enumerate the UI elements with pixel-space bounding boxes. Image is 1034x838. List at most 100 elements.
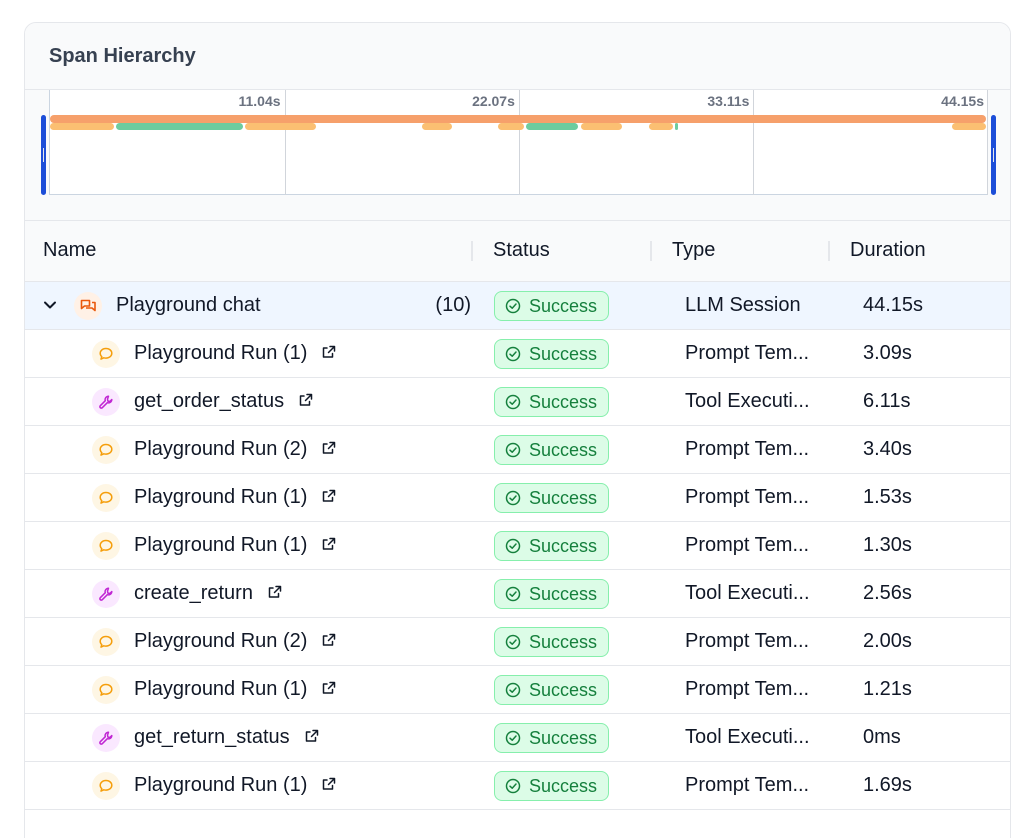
column-resize-handle[interactable] [650, 241, 652, 261]
span-name[interactable]: create_return [134, 582, 283, 605]
span-name[interactable]: get_return_status [134, 726, 320, 749]
span-name-text[interactable]: create_return [134, 582, 253, 604]
status-label: Success [529, 631, 598, 652]
timeline-span-bar[interactable] [649, 123, 673, 130]
span-name-text[interactable]: Playground Run (1) [134, 342, 308, 364]
span-row[interactable]: Playground Run (1) Success Prompt Tem... 1.… [25, 666, 1010, 714]
timeline-tick-line [518, 90, 520, 195]
span-name[interactable]: Playground Run (1) [134, 486, 337, 509]
span-name[interactable]: Playground Run (1) [134, 534, 337, 557]
span-type: Prompt Tem... [685, 342, 810, 364]
span-row[interactable]: Playground Run (1) Success Prompt Tem... 1.… [25, 522, 1010, 570]
span-name-text[interactable]: Playground Run (2) [134, 438, 308, 460]
external-link-icon[interactable] [304, 728, 320, 744]
span-row[interactable]: Playground Run (1) Success Prompt Tem... 3.… [25, 330, 1010, 378]
span-row-parent[interactable]: Playground chat (10) Success LLM Session… [25, 282, 1010, 330]
span-row[interactable]: Playground Run (2) Success Prompt Tem... 2.… [25, 618, 1010, 666]
status-badge: Success [494, 339, 609, 369]
external-link-icon[interactable] [321, 632, 337, 648]
span-type: LLM Session [685, 294, 801, 316]
span-name-text[interactable]: Playground Run (2) [134, 630, 308, 652]
span-name-text[interactable]: Playground Run (1) [134, 678, 308, 700]
timeline-range-handle-end[interactable] [991, 115, 996, 195]
status-badge: Success [494, 675, 609, 705]
external-link-icon[interactable] [267, 584, 283, 600]
check-circle-icon [505, 778, 521, 794]
status-badge: Success [494, 627, 609, 657]
column-resize-handle[interactable] [828, 241, 830, 261]
timeline-tick-label: 44.15s [941, 93, 984, 109]
external-link-icon[interactable] [321, 440, 337, 456]
timeline-span-bar[interactable] [50, 115, 986, 123]
timeline-span-bar[interactable] [581, 123, 622, 130]
span-name[interactable]: Playground Run (2) [134, 438, 337, 461]
status-badge: Success [494, 387, 609, 417]
timeline-range-handle-start[interactable] [41, 115, 46, 195]
check-circle-icon [505, 538, 521, 554]
timeline-span-bar[interactable] [245, 123, 316, 130]
status-badge: Success [494, 531, 609, 561]
span-name[interactable]: get_order_status [134, 390, 314, 413]
check-circle-icon [505, 586, 521, 602]
timeline-span-bar[interactable] [952, 123, 986, 130]
chat-bubble-icon [92, 484, 120, 512]
chat-bubble-icon [92, 436, 120, 464]
external-link-icon[interactable] [298, 392, 314, 408]
span-row[interactable]: Playground Run (1) Success Prompt Tem... 1.… [25, 474, 1010, 522]
timeline-tick-line [753, 90, 755, 195]
chevron-down-icon[interactable] [41, 296, 59, 314]
external-link-icon[interactable] [321, 344, 337, 360]
column-header-duration[interactable]: Duration [850, 239, 926, 261]
check-circle-icon [505, 682, 521, 698]
status-badge: Success [494, 579, 609, 609]
span-name[interactable]: Playground Run (1) [134, 774, 337, 797]
column-header-type[interactable]: Type [672, 239, 716, 261]
column-resize-handle[interactable] [471, 241, 473, 261]
span-type: Prompt Tem... [685, 534, 810, 556]
timeline-track[interactable]: 11.04s 22.07s 33.11s 44.15s [41, 90, 996, 195]
span-row[interactable]: Playground Run (1) Success Prompt Tem... 1.… [25, 762, 1010, 810]
external-link-icon[interactable] [321, 536, 337, 552]
column-header-name[interactable]: Name [43, 239, 97, 261]
span-row[interactable]: create_return Success Tool Executi... 2.56s [25, 570, 1010, 618]
timeline-span-bar[interactable] [525, 123, 579, 130]
status-label: Success [529, 583, 598, 604]
span-row[interactable]: Playground Run (2) Success Prompt Tem... 3.… [25, 426, 1010, 474]
child-count: (10) [435, 294, 471, 316]
check-circle-icon [505, 394, 521, 410]
column-header-status[interactable]: Status [493, 239, 550, 261]
span-name-text[interactable]: get_order_status [134, 390, 285, 412]
timeline[interactable]: 11.04s 22.07s 33.11s 44.15s [25, 90, 1010, 221]
chat-bubble-icon [92, 532, 120, 560]
external-link-icon[interactable] [321, 680, 337, 696]
span-name-text[interactable]: get_return_status [134, 726, 290, 748]
chat-session-icon [74, 292, 102, 320]
timeline-span-bar[interactable] [50, 123, 114, 130]
status-badge: Success [494, 723, 609, 753]
span-type: Prompt Tem... [685, 630, 810, 652]
external-link-icon[interactable] [321, 488, 337, 504]
timeline-span-bar[interactable] [115, 123, 244, 130]
span-name-text[interactable]: Playground Run (1) [134, 534, 308, 556]
span-hierarchy-panel: Span Hierarchy 11.04s 22.07s 33.11s 44.15s … [24, 22, 1011, 838]
check-circle-icon [505, 730, 521, 746]
span-name-text[interactable]: Playground Run (1) [134, 486, 308, 508]
span-name[interactable]: Playground Run (1) [134, 678, 337, 701]
timeline-span-bar[interactable] [498, 123, 524, 130]
status-label: Success [529, 775, 598, 796]
span-name-text[interactable]: Playground Run (1) [134, 774, 308, 796]
span-row[interactable]: get_return_status Success Tool Executi... 0… [25, 714, 1010, 762]
timeline-span-bar[interactable] [674, 123, 678, 130]
span-name[interactable]: Playground Run (1) [134, 342, 337, 365]
panel-header: Span Hierarchy [25, 23, 1010, 90]
external-link-icon[interactable] [321, 776, 337, 792]
span-name[interactable]: Playground Run (2) [134, 630, 337, 653]
span-type: Prompt Tem... [685, 438, 810, 460]
status-label: Success [529, 535, 598, 556]
span-type: Tool Executi... [685, 582, 810, 604]
status-label: Success [529, 391, 598, 412]
timeline-span-bar[interactable] [421, 123, 453, 130]
status-badge: Success [494, 291, 609, 321]
span-row[interactable]: get_order_status Success Tool Executi... 6.… [25, 378, 1010, 426]
span-name[interactable]: Playground chat [116, 294, 261, 316]
